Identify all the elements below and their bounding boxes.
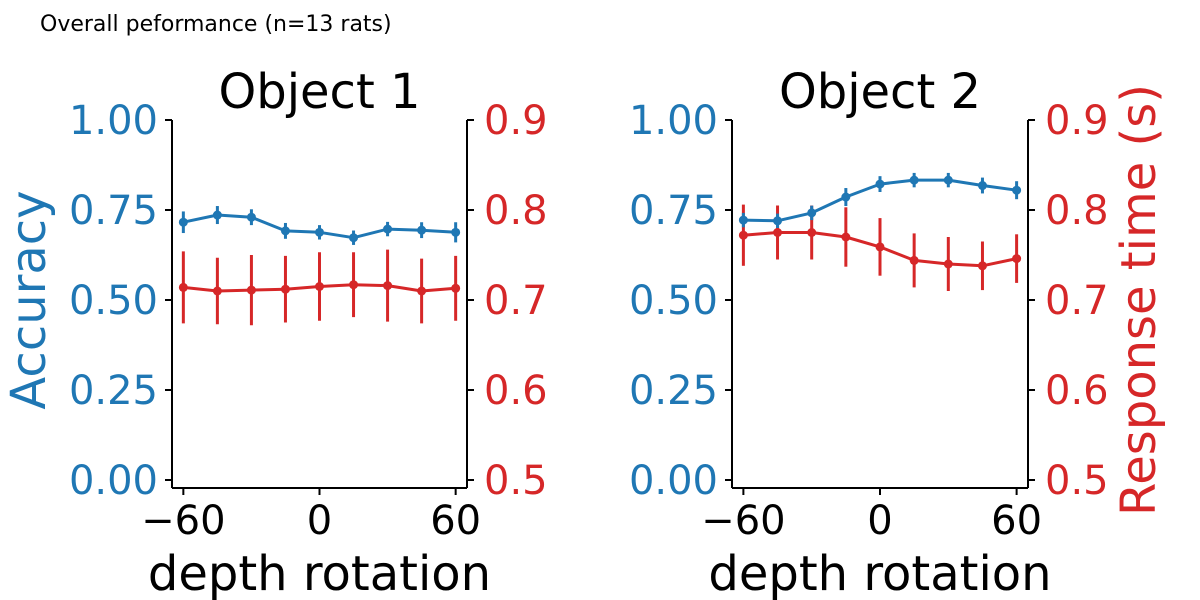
p2-left-tick-label: 0.75: [629, 188, 718, 234]
p1-right-tick-label: 0.5: [484, 458, 548, 504]
p1-right-tick-label: 0.8: [484, 188, 548, 234]
p1-accuracy-point: [246, 212, 256, 222]
p2-y-axis-label-right: Response time (s): [1111, 84, 1167, 516]
p1-response-time-point: [349, 280, 359, 290]
p1-left-tick-label: 0.50: [69, 278, 158, 324]
p1-accuracy-point: [383, 224, 393, 234]
p2-accuracy-point: [841, 192, 851, 202]
p2-response-time-point: [943, 259, 953, 269]
p1-left-tick-label: 0.75: [69, 188, 158, 234]
p1-response-time-point: [383, 281, 393, 291]
p1-response-time-point: [417, 286, 427, 296]
p1-right-tick-label: 0.9: [484, 98, 548, 144]
p1-x-tick-label: 0: [307, 498, 332, 544]
p2-accuracy-point: [773, 216, 783, 226]
p1-response-time-point: [246, 285, 256, 295]
p2-response-time-point: [841, 232, 851, 242]
p2-response-time-point: [807, 228, 817, 237]
p2-title: Object 2: [779, 64, 981, 120]
p1-accuracy-point: [212, 210, 222, 220]
p1-accuracy-point: [315, 227, 324, 237]
p1-response-time-point: [178, 282, 188, 292]
p2-accuracy-point: [875, 179, 885, 189]
figure-suptitle: Overall peformance (n=13 rats): [40, 12, 392, 37]
p1-left-tick-label: 1.00: [69, 98, 158, 144]
p2-right-tick-label: 0.6: [1045, 368, 1109, 414]
p2-accuracy-point: [943, 175, 953, 185]
p2-response-time-point: [977, 261, 987, 271]
p1-right-tick-label: 0.7: [484, 278, 548, 324]
p1-x-axis-label: depth rotation: [148, 546, 491, 600]
p2-response-time-point: [738, 230, 748, 240]
p1-response-time-point: [280, 284, 290, 294]
panel-object-2: Object 2 0.00 0.25 0.50 0.75 1.00 0.5 0.6 0.7 0.8…: [629, 64, 1167, 600]
p2-accuracy-point: [977, 181, 987, 191]
p2-accuracy-point: [738, 215, 748, 225]
p1-accuracy-point: [451, 227, 461, 237]
p1-x-tick-label: 60: [430, 498, 481, 544]
p2-right-tick-label: 0.7: [1045, 278, 1109, 324]
panel-object-1: Object 1 0.00 0.25 0.50 0.75 1.00 0.5 0.6 0.7 0.8…: [1, 64, 548, 600]
p2-x-tick-label: 60: [991, 498, 1042, 544]
p1-response-time-point: [212, 286, 222, 296]
p1-left-tick-label: 0.25: [69, 368, 158, 414]
p2-left-tick-label: 1.00: [629, 98, 718, 144]
p2-left-tick-label: 0.25: [629, 368, 718, 414]
p1-response-time-point: [451, 283, 461, 293]
p2-left-tick-label: 0.50: [629, 278, 718, 324]
p2-response-time-point: [909, 255, 919, 265]
p1-x-tick-label: −60: [141, 498, 225, 544]
p2-response-time-point: [875, 242, 885, 252]
p1-accuracy-point: [349, 233, 359, 243]
p2-right-tick-label: 0.8: [1045, 188, 1109, 234]
p2-left-tick-label: 0.00: [629, 458, 718, 504]
p2-x-tick-label: 0: [867, 498, 892, 544]
p1-y-axis-label-left: Accuracy: [1, 190, 57, 409]
p2-accuracy-point: [807, 208, 817, 218]
p1-right-tick-label: 0.6: [484, 368, 548, 414]
p2-right-tick-label: 0.5: [1045, 458, 1109, 504]
p2-accuracy-point: [909, 175, 919, 185]
p1-title: Object 1: [218, 64, 420, 120]
p2-response-time-point: [1012, 254, 1022, 264]
p2-response-time-point: [773, 228, 783, 237]
p2-accuracy-point: [1012, 185, 1022, 195]
p2-x-axis-label: depth rotation: [708, 546, 1051, 600]
p2-x-tick-label: −60: [701, 498, 785, 544]
p1-accuracy-point: [417, 225, 427, 235]
p1-response-time-point: [315, 282, 324, 291]
p1-accuracy-point: [178, 217, 188, 227]
p1-left-tick-label: 0.00: [69, 458, 158, 504]
p2-right-tick-label: 0.9: [1045, 98, 1109, 144]
p1-accuracy-point: [280, 226, 290, 236]
